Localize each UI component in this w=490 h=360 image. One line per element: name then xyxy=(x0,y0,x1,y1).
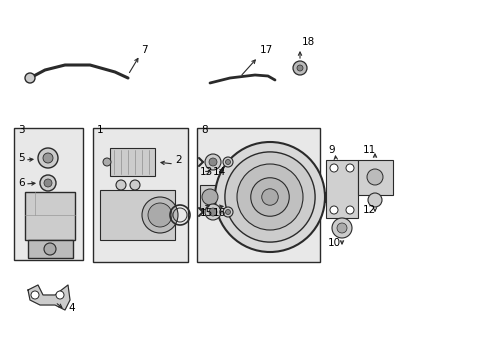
Bar xyxy=(197,128,320,262)
Text: 10: 10 xyxy=(328,238,341,248)
Circle shape xyxy=(209,158,217,166)
Circle shape xyxy=(25,73,35,83)
Text: 14: 14 xyxy=(213,167,226,177)
Circle shape xyxy=(202,189,218,205)
Text: 9: 9 xyxy=(328,145,335,155)
Circle shape xyxy=(130,180,140,190)
Text: 15: 15 xyxy=(200,208,213,218)
Bar xyxy=(110,148,155,176)
Bar xyxy=(358,160,393,195)
Circle shape xyxy=(330,206,338,214)
Circle shape xyxy=(251,178,289,216)
Circle shape xyxy=(40,175,56,191)
Circle shape xyxy=(148,203,172,227)
Circle shape xyxy=(237,164,303,230)
Text: 18: 18 xyxy=(302,37,315,47)
Circle shape xyxy=(43,153,53,163)
Text: 7: 7 xyxy=(141,45,147,55)
Circle shape xyxy=(44,179,52,187)
Circle shape xyxy=(332,218,352,238)
Circle shape xyxy=(205,204,221,220)
Bar xyxy=(325,192,343,202)
Text: 6: 6 xyxy=(18,178,24,188)
Text: 17: 17 xyxy=(260,45,273,55)
Circle shape xyxy=(346,206,354,214)
Polygon shape xyxy=(28,285,70,310)
Text: 5: 5 xyxy=(18,153,24,163)
Circle shape xyxy=(56,291,64,299)
Text: 11: 11 xyxy=(363,145,376,155)
Bar xyxy=(28,240,73,258)
Bar xyxy=(14,128,83,260)
Text: 4: 4 xyxy=(68,303,74,313)
Circle shape xyxy=(103,158,111,166)
Circle shape xyxy=(44,243,56,255)
Circle shape xyxy=(223,157,233,167)
Circle shape xyxy=(262,189,278,205)
Circle shape xyxy=(297,65,303,71)
Text: 3: 3 xyxy=(18,125,24,135)
Bar xyxy=(25,192,75,240)
Circle shape xyxy=(337,223,347,233)
Text: 1: 1 xyxy=(97,125,103,135)
Circle shape xyxy=(31,291,39,299)
Circle shape xyxy=(223,207,233,217)
Circle shape xyxy=(368,193,382,207)
Bar xyxy=(93,128,188,262)
Circle shape xyxy=(38,148,58,168)
Circle shape xyxy=(225,159,230,165)
Text: 13: 13 xyxy=(200,167,213,177)
Circle shape xyxy=(330,164,338,172)
Circle shape xyxy=(205,154,221,170)
Text: 12: 12 xyxy=(363,205,376,215)
Bar xyxy=(200,185,217,209)
Bar xyxy=(326,160,358,218)
Text: 16: 16 xyxy=(213,208,226,218)
Circle shape xyxy=(142,197,178,233)
Circle shape xyxy=(293,61,307,75)
Text: 8: 8 xyxy=(201,125,208,135)
Circle shape xyxy=(225,152,315,242)
Circle shape xyxy=(367,169,383,185)
Bar xyxy=(100,190,175,240)
Circle shape xyxy=(215,142,325,252)
Circle shape xyxy=(225,210,230,215)
Circle shape xyxy=(346,164,354,172)
Text: 2: 2 xyxy=(175,155,182,165)
Circle shape xyxy=(116,180,126,190)
Circle shape xyxy=(209,208,217,216)
